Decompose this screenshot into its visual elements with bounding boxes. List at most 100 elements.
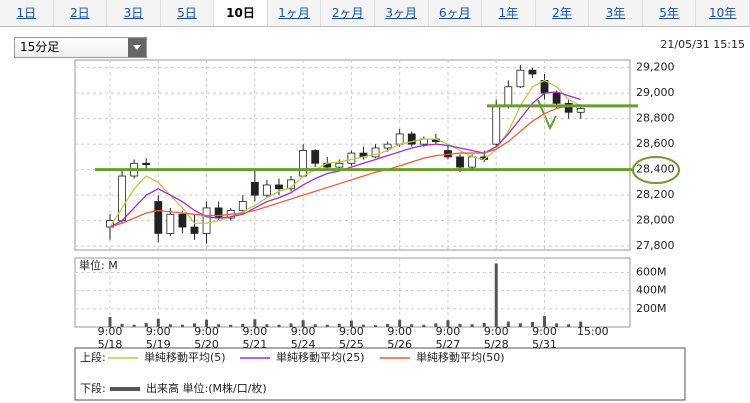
y-tick-label: 400M <box>636 284 667 297</box>
candle-body <box>311 150 320 164</box>
volume-bar <box>156 318 160 327</box>
candle-body <box>516 69 525 88</box>
tab[interactable]: 2日 <box>54 0 108 26</box>
volume-bar <box>301 320 305 327</box>
tab[interactable]: 5年 <box>643 0 697 26</box>
volume-bar <box>386 323 390 327</box>
volume-bar <box>289 323 293 327</box>
y-tick-label: 29,200 <box>636 61 675 74</box>
candle-body <box>190 226 199 234</box>
volume-bar <box>132 324 136 327</box>
candle-body <box>480 156 489 160</box>
tab[interactable]: 1年 <box>482 0 536 26</box>
candle-body <box>576 108 585 113</box>
volume-bar <box>349 320 353 327</box>
volume-bar <box>579 321 583 327</box>
volume-bar <box>277 324 281 327</box>
tab-bar: 1日 2日 3日 5日 10日 1ヶ月 2ヶ月 3ヶ月 6ヶ月 1年 2年 3年 5年 10年 <box>0 0 750 27</box>
candle-body <box>552 92 561 104</box>
tab[interactable]: 10日 <box>214 0 268 26</box>
dropdown-button[interactable] <box>128 38 146 57</box>
volume-bar <box>229 324 233 327</box>
volume-bar <box>253 319 257 327</box>
y-tick-label: 27,800 <box>636 239 675 252</box>
x-tick-label: 9:00 <box>146 325 171 338</box>
y-tick-label: 200M <box>636 302 667 315</box>
x-tick-label: 5/26 <box>387 338 412 351</box>
candle-body <box>431 138 440 143</box>
tab[interactable]: 3ヶ月 <box>375 0 429 26</box>
x-tick-label: 9:00 <box>387 325 412 338</box>
x-tick-label: 9:00 <box>98 325 123 338</box>
tab[interactable]: 3年 <box>589 0 643 26</box>
x-tick-label: 5/25 <box>339 338 364 351</box>
volume-bar <box>410 324 414 327</box>
candle-body <box>540 80 549 94</box>
y-tick-label: 28,200 <box>636 188 675 201</box>
interval-select[interactable]: 15分足 <box>14 37 147 58</box>
candle-body <box>118 175 126 222</box>
volume-bar <box>398 319 402 327</box>
x-tick-label: 5/18 <box>98 338 123 351</box>
candle-body <box>142 162 151 165</box>
candle-body <box>130 162 139 177</box>
tab[interactable]: 6ヶ月 <box>429 0 483 26</box>
y-tick-label: 28,000 <box>636 214 675 227</box>
candle-body <box>226 210 235 219</box>
candle-body <box>504 86 513 107</box>
x-tick-label: 15:00 <box>577 325 609 338</box>
tab[interactable]: 2ヶ月 <box>321 0 375 26</box>
y-tick-label: 29,000 <box>636 86 675 99</box>
legend-box <box>74 347 686 401</box>
tab[interactable]: 1ヶ月 <box>268 0 322 26</box>
x-tick-label: 5/27 <box>436 338 461 351</box>
y-tick-label: 28,600 <box>636 137 675 150</box>
volume-bar <box>374 325 378 327</box>
candle-body <box>564 102 573 113</box>
x-tick-label: 9:00 <box>436 325 461 338</box>
candle-body <box>106 220 114 228</box>
candle-body <box>492 105 501 145</box>
candle-body <box>456 156 464 168</box>
volume-bar <box>518 323 522 327</box>
candle-body <box>323 162 332 168</box>
candle-body <box>166 213 175 234</box>
annotation-circle <box>632 156 680 184</box>
tab[interactable]: 2年 <box>536 0 590 26</box>
candle-body <box>407 133 416 145</box>
volume-bar <box>494 263 498 327</box>
volume-bar <box>422 324 426 327</box>
candle-body <box>395 133 404 145</box>
legend-label: 出来高 単位:(M株/口/枚) <box>146 381 267 395</box>
volume-bar <box>217 324 221 327</box>
legend-prefix: 上段: <box>80 350 106 364</box>
volume-bar <box>205 319 209 327</box>
y-tick-label: 28,800 <box>636 112 675 125</box>
tab[interactable]: 3日 <box>107 0 161 26</box>
candle-body <box>383 143 392 149</box>
volume-unit: 単位: M <box>79 258 118 272</box>
volume-bar <box>144 322 148 327</box>
volume-bar <box>361 324 365 327</box>
annotation-arrow <box>537 99 557 131</box>
x-tick-label: 5/21 <box>242 338 267 351</box>
volume-panel <box>74 257 631 328</box>
candle-body <box>202 207 211 234</box>
x-tick-label: 9:00 <box>339 325 364 338</box>
volume-bar <box>265 324 269 327</box>
tab[interactable]: 5日 <box>161 0 215 26</box>
candle-body <box>263 184 271 196</box>
candle-body <box>359 152 368 158</box>
candle-body <box>468 156 477 168</box>
volume-bar <box>313 324 317 327</box>
candle-body <box>250 182 259 196</box>
volume-bar <box>567 324 571 327</box>
interval-label: 15分足 <box>20 40 60 54</box>
candle-body <box>154 201 163 234</box>
tab[interactable]: 1日 <box>0 0 54 26</box>
tab[interactable]: 10年 <box>696 0 750 26</box>
volume-bar <box>108 317 112 327</box>
volume-bar <box>337 323 341 327</box>
